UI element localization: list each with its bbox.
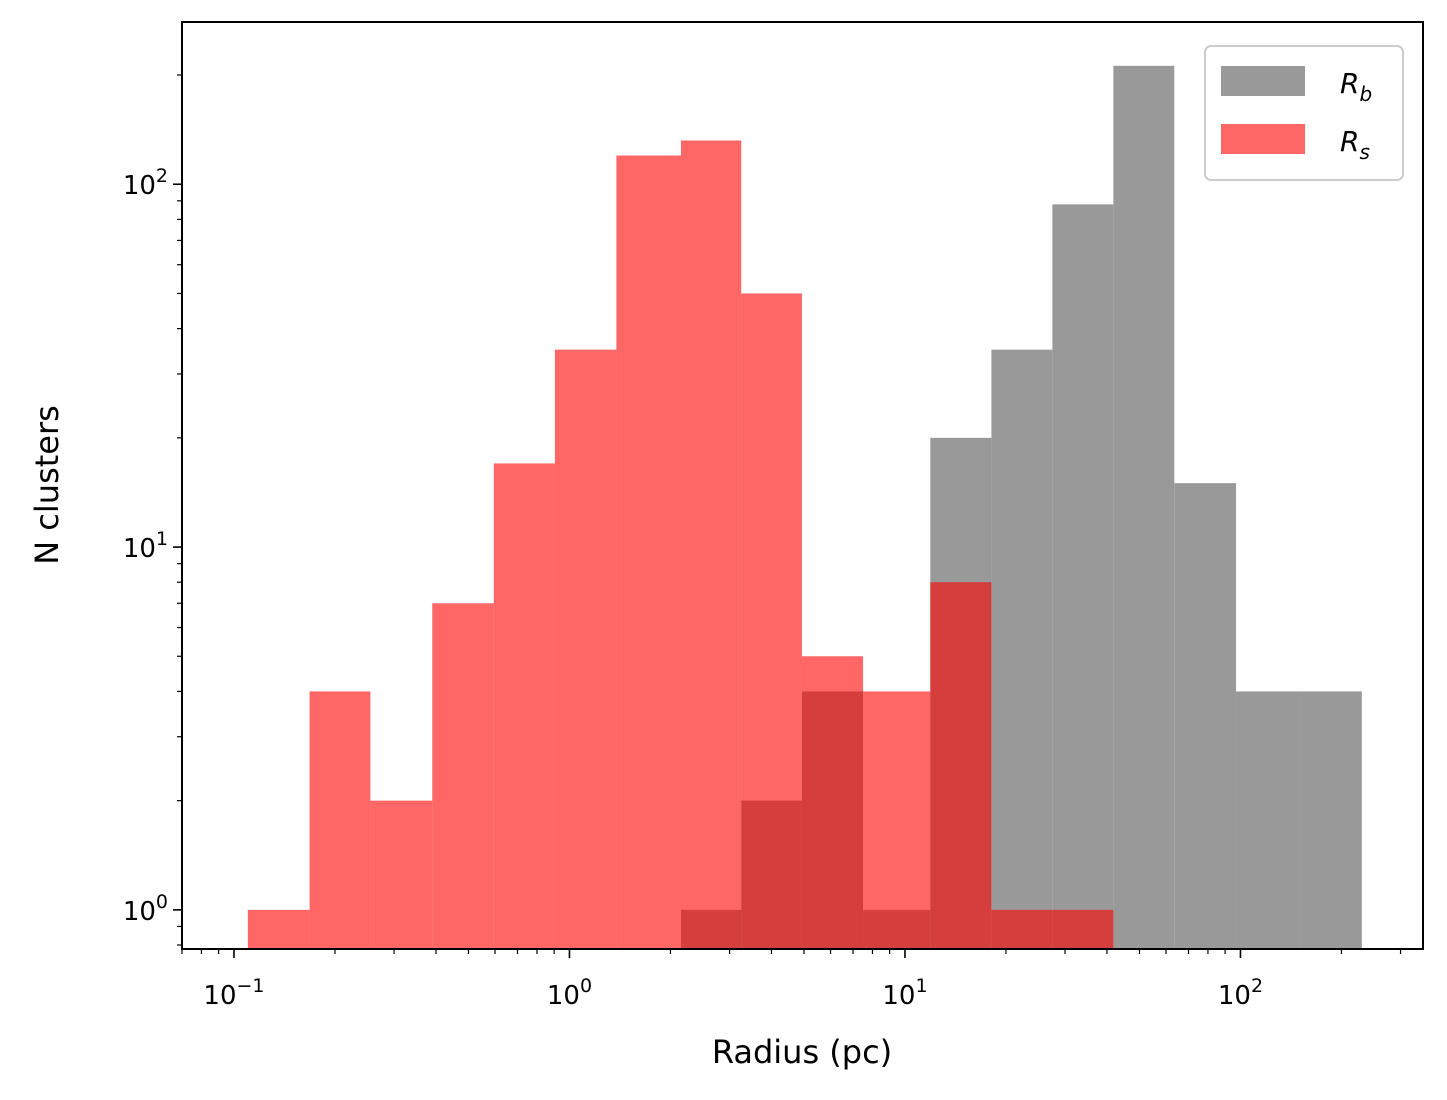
y-tick-label-1: 101 [123,528,168,564]
y-axis-ticks: 100 101 102 [123,74,182,946]
bar-r-s-1 [309,691,371,949]
y-tick-label-0: 100 [123,891,168,927]
bar-r-s-2 [370,800,433,949]
y-axis-label: N clusters [28,405,66,565]
legend-swatch-r-s [1221,124,1305,154]
bar-r-b-8 [1174,483,1237,949]
x-axis-ticks: 10−1 100 101 102 [181,949,1402,1011]
bar-r-b-6 [1052,204,1114,949]
bar-r-s-7 [681,140,742,950]
bar-r-s-11 [930,582,992,949]
bar-r-s-9 [801,656,864,949]
bar-r-s-4 [493,463,555,949]
legend: Rb Rs [1204,45,1404,181]
bar-r-b-5 [991,349,1053,949]
x-tick-label-1: 100 [547,975,592,1011]
bar-r-s-3 [432,603,494,949]
bar-r-b-9 [1236,691,1300,949]
x-tick-label-0: 10−1 [203,975,264,1011]
bar-r-s-13 [1052,909,1114,949]
bar-r-s-8 [741,293,802,949]
bar-r-s-0 [247,909,310,949]
bar-r-s-6 [616,155,681,949]
bar-r-s-5 [554,349,617,949]
bar-r-s-12 [991,909,1053,949]
legend-label-r-s: Rs [1340,125,1370,164]
x-tick-label-2: 101 [882,975,927,1011]
x-tick-label-3: 102 [1218,975,1263,1011]
legend-swatch-r-b [1221,66,1305,96]
y-tick-label-2: 102 [123,165,168,201]
bar-r-b-10 [1299,691,1362,949]
bar-r-s-10 [863,691,931,949]
histogram-bars [247,65,1362,950]
legend-label-r-b: Rb [1340,67,1372,106]
bar-r-b-7 [1113,65,1175,950]
x-axis-label: Radius (pc) [712,1033,892,1071]
plot-frame [181,21,1424,950]
